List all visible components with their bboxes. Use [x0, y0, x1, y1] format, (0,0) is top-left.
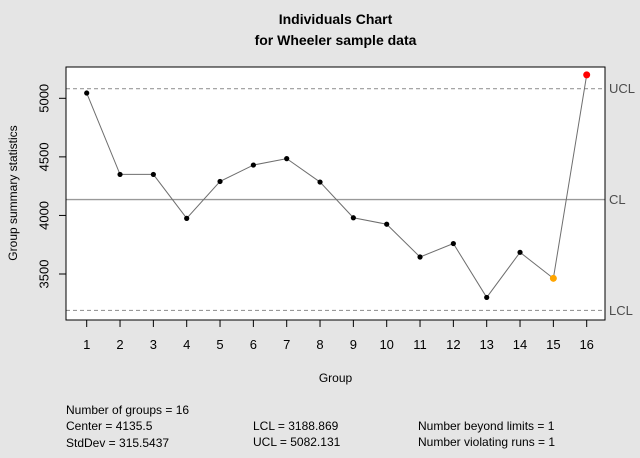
plot-box-border [65, 66, 606, 321]
x-tick-label: 3 [150, 337, 157, 352]
y-tick-label: 3500 [37, 260, 52, 289]
data-point [284, 156, 290, 162]
data-point [317, 179, 323, 185]
x-tick-label: 11 [413, 337, 427, 352]
stats-column-violations: Number beyond limits = 1 Number violatin… [418, 418, 555, 451]
data-point [217, 178, 223, 185]
plot-area [66, 67, 605, 320]
y-tick-label: 5000 [37, 84, 52, 113]
x-tick-label: 1 [83, 337, 90, 352]
data-point [417, 254, 423, 260]
data-point [84, 90, 90, 96]
data-point [517, 249, 523, 255]
stat-violating-runs: Number violating runs = 1 [418, 435, 556, 450]
lcl-label: LCL [609, 303, 633, 318]
x-tick-label: 6 [250, 337, 257, 352]
stat-center: Center = 4135.5 [66, 419, 153, 434]
data-point [117, 171, 123, 178]
series-line [86, 74, 588, 299]
x-tick-label: 5 [216, 337, 223, 352]
x-tick-label: 9 [350, 337, 357, 352]
x-tick-label: 14 [513, 337, 527, 352]
x-tick-label: 10 [379, 337, 393, 352]
x-tick-label: 16 [579, 337, 593, 352]
stat-number-of-groups: Number of groups = 16 [66, 403, 190, 417]
x-tick-label: 13 [479, 337, 493, 352]
stat-lcl: LCL = 3188.869 [253, 419, 339, 433]
stat-ucl: UCL = 5082.131 [253, 435, 341, 450]
data-point [350, 215, 356, 221]
x-tick-label: 15 [546, 337, 560, 352]
stat-beyond-limits: Number beyond limits = 1 [418, 419, 555, 433]
stats-column-limits: LCL = 3188.869 UCL = 5082.131 [253, 418, 340, 451]
data-point [384, 221, 390, 227]
stat-stddev: StdDev = 315.5437 [66, 435, 170, 450]
data-point [450, 240, 456, 247]
y-tick-label: 4500 [37, 142, 52, 171]
data-point-beyond-limits [583, 71, 591, 79]
data-point [184, 215, 190, 221]
data-point [250, 162, 256, 168]
x-tick-label: 12 [446, 337, 460, 352]
x-axis-label: Group [318, 371, 353, 385]
chart-subtitle: for Wheeler sample data [254, 32, 417, 48]
chart-title-block: Individuals Chart for Wheeler sample dat… [66, 9, 605, 51]
chart-title: Individuals Chart [278, 11, 393, 27]
x-tick-label: 2 [116, 337, 123, 352]
data-point [484, 294, 490, 301]
y-tick-label: 4000 [37, 201, 52, 230]
x-tick-label: 7 [283, 337, 290, 352]
data-point-violating-runs [549, 274, 557, 282]
x-tick-label: 8 [316, 337, 323, 352]
x-tick-label: 4 [183, 337, 190, 352]
ucl-label: UCL [609, 81, 635, 96]
data-point [150, 171, 156, 178]
cl-label: CL [609, 192, 626, 207]
stats-column-groups: Number of groups = 16 Center = 4135.5 St… [66, 402, 189, 451]
